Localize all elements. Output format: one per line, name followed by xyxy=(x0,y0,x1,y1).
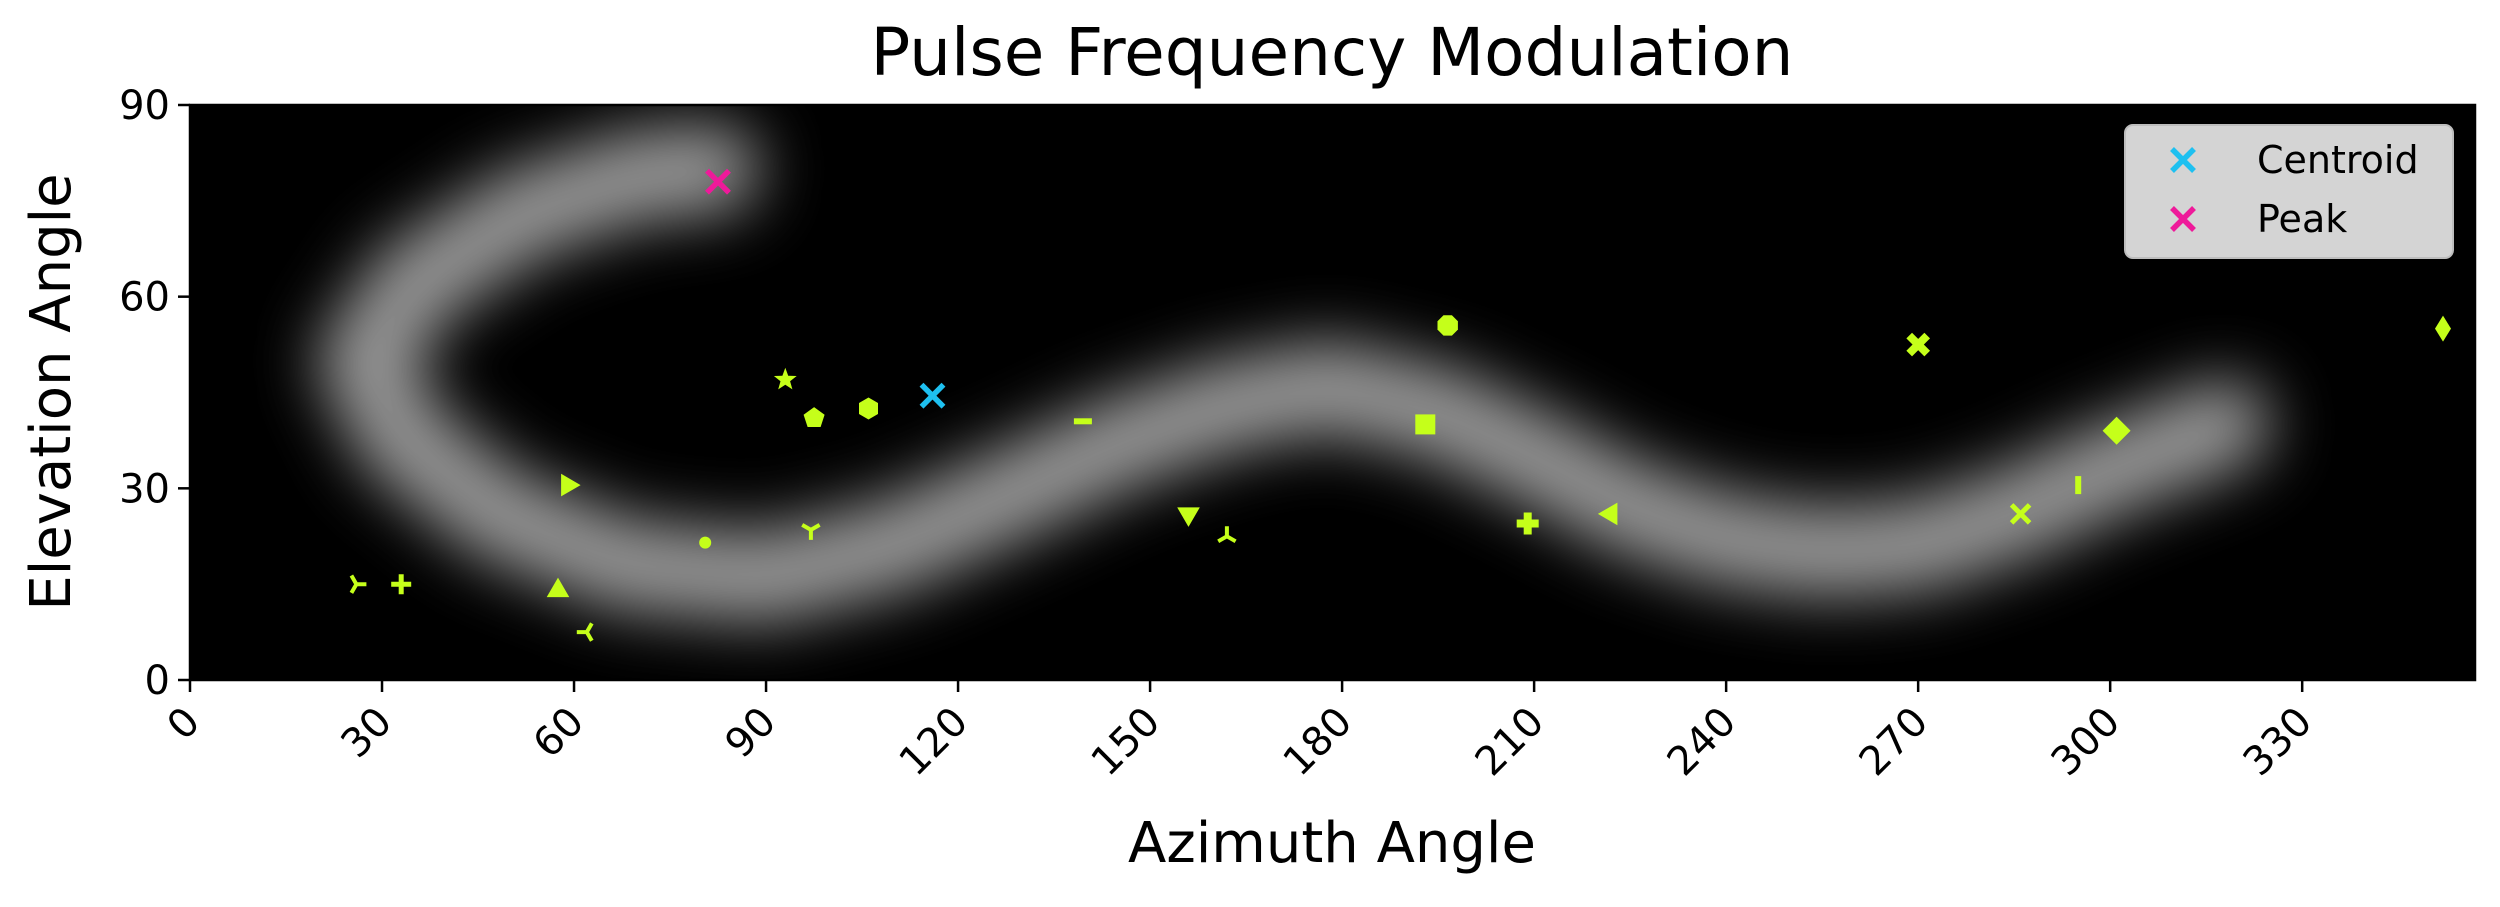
x-tick-label: 120 xyxy=(891,699,978,786)
scatter-point-tri_right xyxy=(349,574,367,594)
x-tick-label: 150 xyxy=(1083,699,1170,786)
x-tick-label: 90 xyxy=(717,699,786,768)
x-tick-label: 240 xyxy=(1659,699,1746,786)
x-tick-label: 30 xyxy=(333,699,402,768)
legend-label-peak: Peak xyxy=(2257,197,2347,241)
scatter-point-point xyxy=(699,536,712,549)
x-axis-label: Azimuth Angle xyxy=(1128,811,1536,876)
scatter-point-pentagon xyxy=(803,407,825,427)
scatter-point-plus_filled xyxy=(1516,512,1539,535)
x-axis: 0 30 60 90 120 150 180 210 240 270 300 330 xyxy=(159,680,2322,786)
x-tick-label: 300 xyxy=(2043,699,2130,786)
legend: Centroid Peak xyxy=(2124,124,2454,259)
x-tick-label: 180 xyxy=(1275,699,1362,786)
plot-area xyxy=(188,103,2477,682)
scatter-point-square xyxy=(1415,414,1436,435)
legend-marker-centroid xyxy=(2170,147,2196,173)
scatter-point-tri_down xyxy=(801,523,821,540)
scatter-point-diamond xyxy=(2102,416,2131,445)
scatter-points xyxy=(349,168,2451,642)
y-tick-label: 30 xyxy=(119,466,170,512)
plot-frame xyxy=(188,103,2477,682)
y-axis-label: Elevation Angle xyxy=(19,173,84,610)
x-tick-label: 0 xyxy=(159,699,210,750)
x-tick-label: 60 xyxy=(525,699,594,768)
centroid-marker xyxy=(919,382,946,409)
scatter-point-triangle_up xyxy=(546,577,570,598)
scatter-point-octagon xyxy=(1437,315,1458,336)
y-tick-label: 90 xyxy=(119,83,170,129)
scatter-point-plus xyxy=(391,574,412,595)
scatter-point-star xyxy=(773,367,797,390)
x-tick-label: 210 xyxy=(1467,699,1554,786)
x-tick-label: 270 xyxy=(1851,699,1938,786)
peak-marker xyxy=(705,168,731,195)
scatter-point-tri_left xyxy=(576,622,594,642)
y-tick-label: 0 xyxy=(145,658,170,704)
heatmap-band xyxy=(317,123,2271,623)
x-tick-label: 330 xyxy=(2235,699,2322,786)
scatter-point-x_filled xyxy=(1906,332,1931,357)
scatter-point-hline xyxy=(1073,418,1092,425)
scatter-point-triangle_right xyxy=(561,473,581,497)
legend-marker-peak xyxy=(2170,206,2196,232)
y-axis: 0 30 60 90 xyxy=(119,83,190,704)
scatter-point-tri_up xyxy=(1217,526,1237,544)
heatmap xyxy=(317,123,2271,623)
scatter-point-x xyxy=(2009,503,2032,525)
legend-label-centroid: Centroid xyxy=(2257,138,2419,182)
scatter-point-triangle_left xyxy=(1597,502,1618,526)
chart-title: Pulse Frequency Modulation xyxy=(871,14,1794,91)
scatter-point-hexagon xyxy=(859,397,878,420)
y-tick-label: 60 xyxy=(119,275,170,321)
scatter-point-thin_diamond xyxy=(2435,315,2451,342)
legend-box xyxy=(2124,124,2454,259)
scatter-point-triangle_down xyxy=(1177,507,1200,527)
scatter-point-vline xyxy=(2075,476,2082,495)
